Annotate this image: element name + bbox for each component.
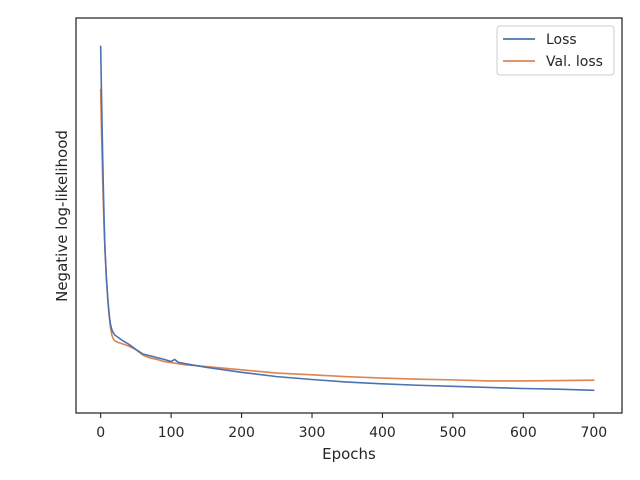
plot-frame (75, 17, 623, 414)
x-tick-label: 300 (299, 425, 326, 441)
x-ticks: 0 100 200 300 400 500 600 700 (96, 413, 607, 441)
x-tick-label: 0 (96, 425, 105, 441)
y-axis-label: Negative log-likelihood (53, 130, 71, 302)
series-line-0 (99, 45, 595, 392)
legend-label: Loss (546, 32, 577, 48)
x-tick-label: 600 (510, 425, 537, 441)
x-tick-label: 100 (158, 425, 185, 441)
x-axis-label: Epochs (322, 445, 376, 463)
legend-label: Val. loss (546, 54, 603, 70)
x-tick-label: 500 (440, 425, 467, 441)
x-tick-label: 200 (228, 425, 255, 441)
x-tick-label: 700 (580, 425, 607, 441)
legend: Loss Val. loss (496, 25, 615, 76)
x-tick-label: 400 (369, 425, 396, 441)
plot-area (76, 18, 622, 413)
series-layer (99, 45, 595, 392)
